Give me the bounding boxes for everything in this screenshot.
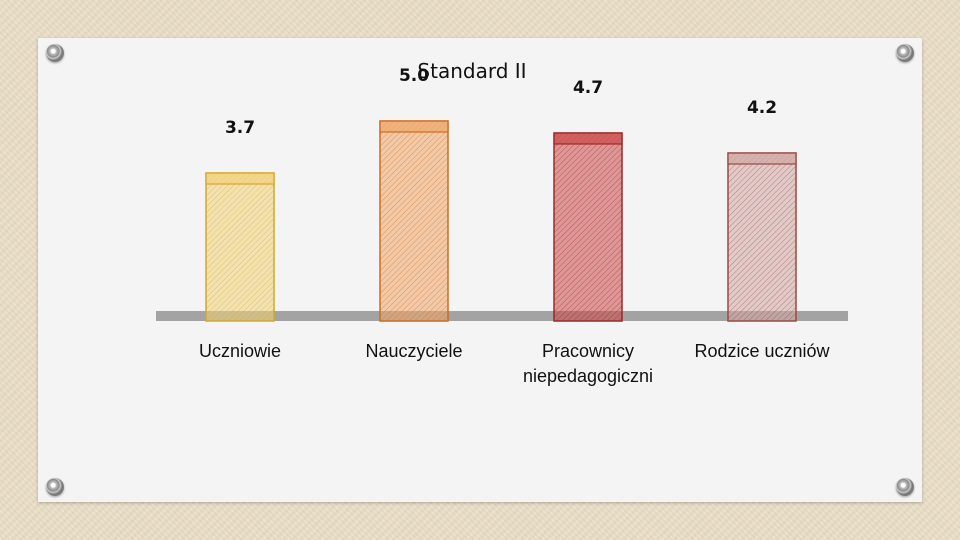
bar [379, 120, 449, 322]
bar-cap [553, 132, 623, 145]
bar-cap [205, 172, 275, 185]
category-label: Nauczyciele [365, 341, 462, 361]
bar-cap [727, 152, 797, 165]
bar [553, 132, 623, 322]
chart-title: Standard II [417, 59, 526, 83]
category-label: niepedagogiczni [523, 366, 653, 386]
value-label: 3.7 [225, 118, 255, 138]
category-label: Rodzice uczniów [694, 341, 830, 361]
bar-cap [379, 120, 449, 133]
category-label: Pracownicy [542, 341, 634, 361]
bar [205, 172, 275, 322]
chart-baseline [156, 311, 848, 321]
pushpin-icon [46, 44, 64, 62]
pushpin-icon [46, 478, 64, 496]
value-label: 4.2 [747, 98, 777, 118]
pushpin-icon [896, 478, 914, 496]
pushpin-icon [896, 44, 914, 62]
bar [727, 152, 797, 322]
category-label: Uczniowie [199, 341, 281, 361]
value-label: 5.0 [399, 66, 429, 86]
value-label: 4.7 [573, 78, 603, 98]
